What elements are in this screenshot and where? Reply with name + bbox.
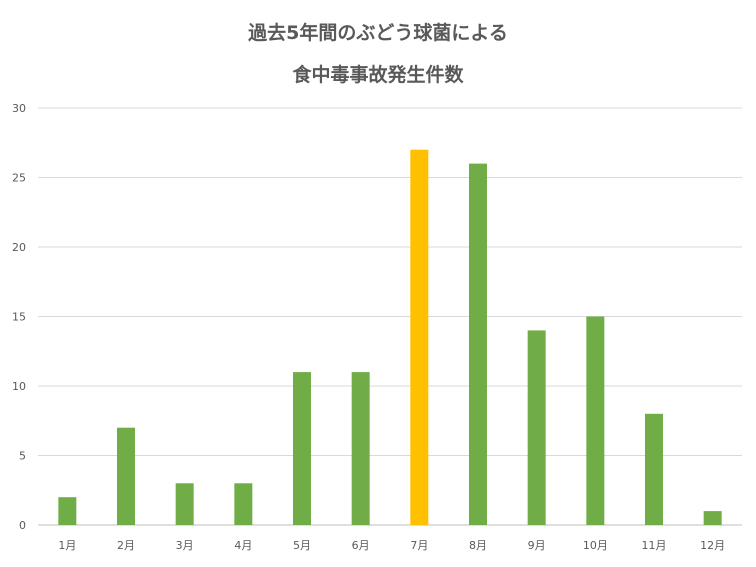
x-tick-label: 1月 — [58, 539, 76, 552]
y-tick-label: 0 — [19, 519, 26, 532]
x-axis-tick-labels: 1月 2月 3月 4月 5月 6月 7月 8月 9月 10月 11月 12月 — [58, 539, 725, 552]
bar-8 — [469, 163, 487, 525]
bar-1 — [58, 497, 77, 525]
chart-title-line2: 食中毒事故発生件数 — [292, 64, 464, 86]
bar-12 — [703, 511, 722, 525]
x-tick-label: 2月 — [117, 539, 135, 552]
bar-6 — [351, 372, 370, 525]
bar-10 — [586, 316, 605, 525]
y-axis-tick-labels: 0 5 10 15 20 25 30 — [12, 102, 26, 532]
chart-title-line1: 過去5年間のぶどう球菌による — [248, 22, 508, 44]
y-tick-label: 25 — [12, 172, 26, 185]
bar-4 — [234, 483, 253, 525]
bar-3 — [175, 483, 194, 525]
gridlines — [38, 107, 742, 526]
bars — [58, 149, 722, 525]
x-tick-label: 3月 — [176, 539, 194, 552]
bar-11 — [645, 413, 663, 525]
y-tick-label: 15 — [12, 311, 26, 324]
x-tick-label: 9月 — [528, 539, 546, 552]
bar-9 — [527, 330, 546, 525]
x-tick-label: 5月 — [293, 539, 311, 552]
y-tick-label: 10 — [12, 380, 26, 393]
x-tick-label: 12月 — [700, 539, 725, 552]
x-tick-label: 4月 — [234, 539, 252, 552]
x-tick-label: 10月 — [583, 539, 608, 552]
bar-5 — [293, 372, 311, 525]
x-tick-label: 11月 — [642, 539, 667, 552]
y-tick-label: 5 — [19, 450, 26, 463]
bar-2 — [117, 427, 135, 525]
bar-7 — [410, 149, 429, 525]
x-tick-label: 8月 — [469, 539, 487, 552]
y-tick-label: 20 — [12, 241, 26, 254]
y-tick-label: 30 — [12, 102, 26, 115]
x-tick-label: 7月 — [410, 539, 428, 552]
x-tick-label: 6月 — [352, 539, 370, 552]
